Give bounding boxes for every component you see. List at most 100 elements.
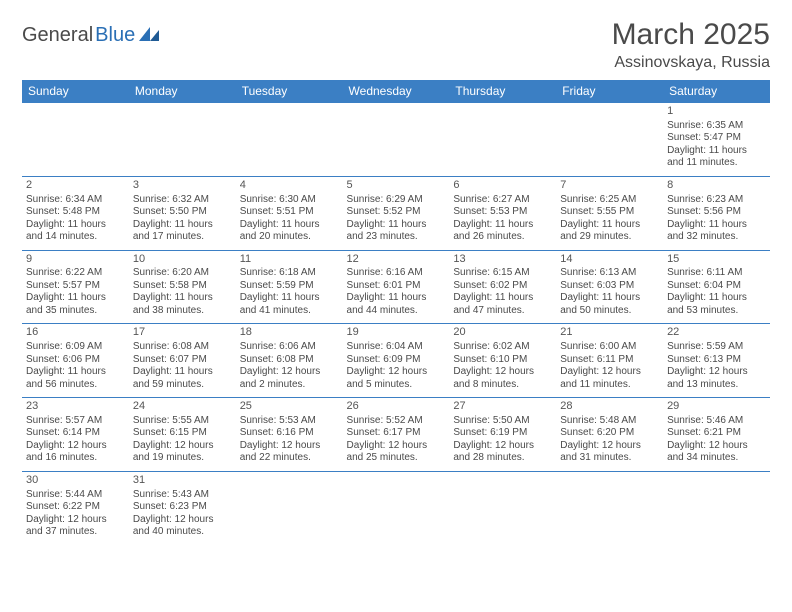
day-info: Sunrise: 6:22 AM Sunset: 5:57 PM Dayligh… <box>26 267 125 317</box>
day-info: Sunrise: 6:15 AM Sunset: 6:02 PM Dayligh… <box>453 267 552 317</box>
calendar-row: 30Sunrise: 5:44 AM Sunset: 6:22 PM Dayli… <box>22 471 770 544</box>
calendar-cell: 29Sunrise: 5:46 AM Sunset: 6:21 PM Dayli… <box>663 398 770 472</box>
logo-text-blue: Blue <box>95 24 135 47</box>
calendar-cell: 6Sunrise: 6:27 AM Sunset: 5:53 PM Daylig… <box>449 176 556 250</box>
day-number: 25 <box>240 400 339 414</box>
day-number: 12 <box>347 253 446 267</box>
calendar-cell <box>343 471 450 544</box>
calendar-cell <box>236 103 343 177</box>
day-number: 8 <box>667 179 766 193</box>
calendar-cell: 8Sunrise: 6:23 AM Sunset: 5:56 PM Daylig… <box>663 176 770 250</box>
calendar-cell: 14Sunrise: 6:13 AM Sunset: 6:03 PM Dayli… <box>556 250 663 324</box>
calendar-cell <box>22 103 129 177</box>
calendar-cell: 11Sunrise: 6:18 AM Sunset: 5:59 PM Dayli… <box>236 250 343 324</box>
day-info: Sunrise: 6:06 AM Sunset: 6:08 PM Dayligh… <box>240 341 339 391</box>
day-number: 11 <box>240 253 339 267</box>
calendar-cell: 27Sunrise: 5:50 AM Sunset: 6:19 PM Dayli… <box>449 398 556 472</box>
calendar-row: 16Sunrise: 6:09 AM Sunset: 6:06 PM Dayli… <box>22 324 770 398</box>
calendar-cell <box>556 103 663 177</box>
calendar-cell: 18Sunrise: 6:06 AM Sunset: 6:08 PM Dayli… <box>236 324 343 398</box>
header: General Blue March 2025 Assinovskaya, Ru… <box>22 18 770 72</box>
calendar-table: SundayMondayTuesdayWednesdayThursdayFrid… <box>22 80 770 545</box>
calendar-cell: 3Sunrise: 6:32 AM Sunset: 5:50 PM Daylig… <box>129 176 236 250</box>
day-number: 14 <box>560 253 659 267</box>
calendar-cell: 15Sunrise: 6:11 AM Sunset: 6:04 PM Dayli… <box>663 250 770 324</box>
calendar-cell: 13Sunrise: 6:15 AM Sunset: 6:02 PM Dayli… <box>449 250 556 324</box>
day-info: Sunrise: 6:00 AM Sunset: 6:11 PM Dayligh… <box>560 341 659 391</box>
day-info: Sunrise: 6:35 AM Sunset: 5:47 PM Dayligh… <box>667 120 766 170</box>
calendar-cell: 10Sunrise: 6:20 AM Sunset: 5:58 PM Dayli… <box>129 250 236 324</box>
calendar-cell <box>129 103 236 177</box>
weekday-header: Wednesday <box>343 80 450 103</box>
weekday-header: Monday <box>129 80 236 103</box>
day-info: Sunrise: 6:30 AM Sunset: 5:51 PM Dayligh… <box>240 194 339 244</box>
calendar-cell: 5Sunrise: 6:29 AM Sunset: 5:52 PM Daylig… <box>343 176 450 250</box>
calendar-cell <box>449 103 556 177</box>
weekday-header-row: SundayMondayTuesdayWednesdayThursdayFrid… <box>22 80 770 103</box>
logo-flag-icon <box>139 25 161 46</box>
calendar-cell: 25Sunrise: 5:53 AM Sunset: 6:16 PM Dayli… <box>236 398 343 472</box>
day-info: Sunrise: 5:53 AM Sunset: 6:16 PM Dayligh… <box>240 415 339 465</box>
day-number: 9 <box>26 253 125 267</box>
calendar-cell: 26Sunrise: 5:52 AM Sunset: 6:17 PM Dayli… <box>343 398 450 472</box>
day-number: 16 <box>26 326 125 340</box>
day-info: Sunrise: 5:52 AM Sunset: 6:17 PM Dayligh… <box>347 415 446 465</box>
calendar-cell: 20Sunrise: 6:02 AM Sunset: 6:10 PM Dayli… <box>449 324 556 398</box>
day-number: 26 <box>347 400 446 414</box>
day-number: 22 <box>667 326 766 340</box>
calendar-cell: 24Sunrise: 5:55 AM Sunset: 6:15 PM Dayli… <box>129 398 236 472</box>
calendar-cell: 9Sunrise: 6:22 AM Sunset: 5:57 PM Daylig… <box>22 250 129 324</box>
day-number: 15 <box>667 253 766 267</box>
day-info: Sunrise: 6:27 AM Sunset: 5:53 PM Dayligh… <box>453 194 552 244</box>
day-info: Sunrise: 6:18 AM Sunset: 5:59 PM Dayligh… <box>240 267 339 317</box>
day-info: Sunrise: 6:23 AM Sunset: 5:56 PM Dayligh… <box>667 194 766 244</box>
day-info: Sunrise: 5:44 AM Sunset: 6:22 PM Dayligh… <box>26 489 125 539</box>
day-number: 24 <box>133 400 232 414</box>
calendar-cell: 1Sunrise: 6:35 AM Sunset: 5:47 PM Daylig… <box>663 103 770 177</box>
calendar-cell: 19Sunrise: 6:04 AM Sunset: 6:09 PM Dayli… <box>343 324 450 398</box>
calendar-cell: 2Sunrise: 6:34 AM Sunset: 5:48 PM Daylig… <box>22 176 129 250</box>
day-number: 1 <box>667 105 766 119</box>
day-info: Sunrise: 6:04 AM Sunset: 6:09 PM Dayligh… <box>347 341 446 391</box>
title-block: March 2025 Assinovskaya, Russia <box>612 18 770 72</box>
day-number: 17 <box>133 326 232 340</box>
day-info: Sunrise: 6:32 AM Sunset: 5:50 PM Dayligh… <box>133 194 232 244</box>
logo: General Blue <box>22 24 161 47</box>
calendar-cell: 21Sunrise: 6:00 AM Sunset: 6:11 PM Dayli… <box>556 324 663 398</box>
calendar-cell: 28Sunrise: 5:48 AM Sunset: 6:20 PM Dayli… <box>556 398 663 472</box>
day-number: 21 <box>560 326 659 340</box>
weekday-header: Saturday <box>663 80 770 103</box>
day-number: 28 <box>560 400 659 414</box>
day-number: 4 <box>240 179 339 193</box>
day-info: Sunrise: 6:20 AM Sunset: 5:58 PM Dayligh… <box>133 267 232 317</box>
day-info: Sunrise: 5:50 AM Sunset: 6:19 PM Dayligh… <box>453 415 552 465</box>
weekday-header: Sunday <box>22 80 129 103</box>
day-info: Sunrise: 6:16 AM Sunset: 6:01 PM Dayligh… <box>347 267 446 317</box>
weekday-header: Friday <box>556 80 663 103</box>
day-number: 6 <box>453 179 552 193</box>
calendar-cell <box>236 471 343 544</box>
day-info: Sunrise: 5:43 AM Sunset: 6:23 PM Dayligh… <box>133 489 232 539</box>
day-number: 7 <box>560 179 659 193</box>
calendar-cell <box>343 103 450 177</box>
weekday-header: Tuesday <box>236 80 343 103</box>
day-info: Sunrise: 6:13 AM Sunset: 6:03 PM Dayligh… <box>560 267 659 317</box>
day-info: Sunrise: 5:46 AM Sunset: 6:21 PM Dayligh… <box>667 415 766 465</box>
day-info: Sunrise: 6:11 AM Sunset: 6:04 PM Dayligh… <box>667 267 766 317</box>
weekday-header: Thursday <box>449 80 556 103</box>
day-info: Sunrise: 6:09 AM Sunset: 6:06 PM Dayligh… <box>26 341 125 391</box>
calendar-cell <box>663 471 770 544</box>
day-info: Sunrise: 5:59 AM Sunset: 6:13 PM Dayligh… <box>667 341 766 391</box>
day-info: Sunrise: 6:08 AM Sunset: 6:07 PM Dayligh… <box>133 341 232 391</box>
day-info: Sunrise: 5:57 AM Sunset: 6:14 PM Dayligh… <box>26 415 125 465</box>
location: Assinovskaya, Russia <box>612 54 770 72</box>
day-info: Sunrise: 6:02 AM Sunset: 6:10 PM Dayligh… <box>453 341 552 391</box>
calendar-cell: 22Sunrise: 5:59 AM Sunset: 6:13 PM Dayli… <box>663 324 770 398</box>
day-number: 23 <box>26 400 125 414</box>
calendar-row: 2Sunrise: 6:34 AM Sunset: 5:48 PM Daylig… <box>22 176 770 250</box>
calendar-cell: 31Sunrise: 5:43 AM Sunset: 6:23 PM Dayli… <box>129 471 236 544</box>
calendar-cell: 4Sunrise: 6:30 AM Sunset: 5:51 PM Daylig… <box>236 176 343 250</box>
calendar-row: 23Sunrise: 5:57 AM Sunset: 6:14 PM Dayli… <box>22 398 770 472</box>
calendar-row: 1Sunrise: 6:35 AM Sunset: 5:47 PM Daylig… <box>22 103 770 177</box>
calendar-body: 1Sunrise: 6:35 AM Sunset: 5:47 PM Daylig… <box>22 103 770 545</box>
